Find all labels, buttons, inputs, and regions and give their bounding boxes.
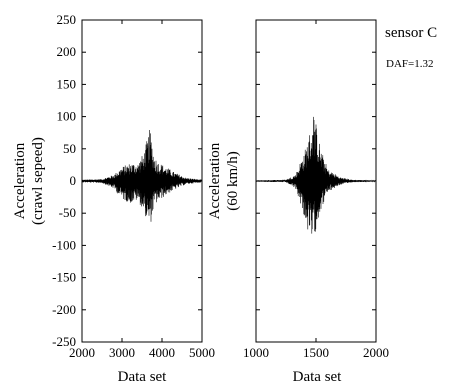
left-panel: 250 200 150 100 50 0 -50 -100 -150 -200 -250 2000 3… xyxy=(12,12,215,385)
left-ytick-label: 100 xyxy=(57,109,77,124)
right-xlabel: Data set xyxy=(293,369,343,385)
left-ytick-label: 250 xyxy=(57,12,77,27)
left-y-axis: 250 200 150 100 50 0 -50 -100 -150 -200 -250 xyxy=(52,12,202,349)
sensor-label: sensor C xyxy=(385,25,437,41)
left-ytick-label: -100 xyxy=(52,237,76,252)
left-ytick-label: -50 xyxy=(59,205,76,220)
right-signal-trace xyxy=(255,116,377,234)
left-ytick-label: 150 xyxy=(57,76,77,91)
right-xtick-label: 2000 xyxy=(363,345,389,360)
left-xtick-label: 5000 xyxy=(189,345,215,360)
left-ytick-label: -250 xyxy=(52,334,76,349)
left-xtick-label: 3000 xyxy=(109,345,135,360)
left-ytick-label: 200 xyxy=(57,44,77,59)
right-ylabel-line1: Acceleration xyxy=(207,142,223,219)
left-xtick-label: 4000 xyxy=(149,345,175,360)
left-signal-trace xyxy=(81,129,203,222)
right-ylabel-line2: (60 km/h) xyxy=(225,151,241,211)
right-panel: 1000 1500 2000 Data set Acceleration (60 k… xyxy=(207,19,389,385)
right-xtick-label: 1000 xyxy=(243,345,269,360)
left-ytick-label: 50 xyxy=(63,141,76,156)
left-xtick-label: 2000 xyxy=(69,345,95,360)
daf-label: DAF=1.32 xyxy=(386,58,433,70)
left-ytick-label: -200 xyxy=(52,302,76,317)
left-ytick-label: -150 xyxy=(52,270,76,285)
left-ylabel-line1: Acceleration xyxy=(12,142,28,219)
left-x-axis: 2000 3000 4000 5000 xyxy=(69,20,215,360)
left-xlabel: Data set xyxy=(118,369,168,385)
left-ytick-label: 0 xyxy=(70,173,77,188)
left-ylabel-line2: (crawl sepeed) xyxy=(30,137,46,225)
right-xtick-label: 1500 xyxy=(303,345,329,360)
right-x-axis: 1000 1500 2000 xyxy=(243,20,389,360)
